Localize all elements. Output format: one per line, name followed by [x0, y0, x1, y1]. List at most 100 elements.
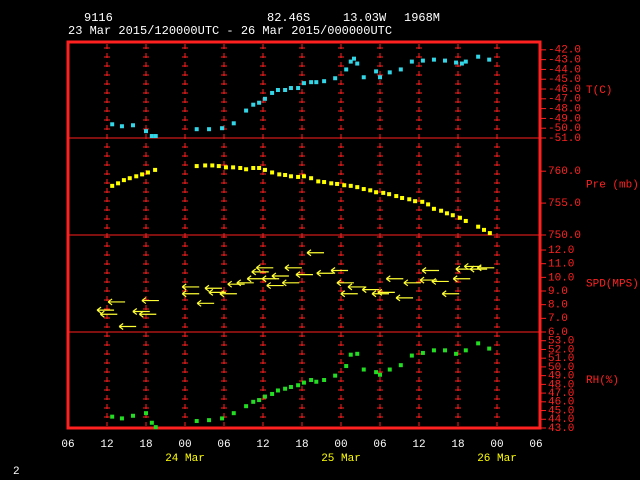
- data-point: [144, 411, 148, 416]
- grid-cross: [182, 47, 188, 418]
- data-point: [368, 188, 373, 193]
- wind-arrow: [261, 275, 280, 283]
- wind-arrow: [306, 249, 324, 257]
- y-tick-label: -48.0: [548, 104, 581, 116]
- wind-arrow: [361, 286, 380, 294]
- wind-arrow: [347, 283, 365, 291]
- data-point: [275, 388, 280, 393]
- data-point: [194, 419, 199, 424]
- y-tick-label: 53.0: [548, 336, 574, 348]
- wind-arrow: [196, 299, 215, 307]
- y-tick-label: 760.0: [548, 166, 581, 178]
- y-tick-label: 46.0: [548, 397, 574, 409]
- data-point: [251, 399, 256, 404]
- data-point: [270, 90, 275, 95]
- grid-cross: [455, 47, 461, 418]
- station-id: 9116: [84, 11, 113, 25]
- wind-arrow: [96, 306, 115, 314]
- data-point: [476, 224, 481, 229]
- data-point: [301, 81, 306, 86]
- data-point: [463, 59, 468, 64]
- wind-arrow: [441, 290, 460, 298]
- data-point: [288, 384, 293, 389]
- data-point: [216, 164, 221, 169]
- data-point: [244, 108, 249, 113]
- data-point: [476, 54, 481, 59]
- data-point: [127, 176, 132, 181]
- data-point: [413, 199, 418, 204]
- data-point: [487, 231, 492, 236]
- data-point: [283, 88, 288, 92]
- data-point: [207, 418, 212, 423]
- y-tick-label: 43.0: [548, 423, 574, 435]
- grid-cross: [338, 47, 344, 418]
- data-point: [110, 122, 115, 127]
- y-label: T(C): [586, 85, 612, 97]
- data-point: [262, 167, 267, 172]
- date-label: 25 Mar: [321, 453, 361, 465]
- data-point: [322, 378, 327, 382]
- data-point: [153, 134, 158, 139]
- wind-arrow: [138, 310, 157, 318]
- wind-arrow: [99, 310, 118, 318]
- data-point: [283, 173, 288, 178]
- data-point: [257, 165, 262, 170]
- wind-arrow: [181, 290, 200, 298]
- data-point: [301, 380, 306, 385]
- data-point: [231, 165, 236, 170]
- wind-arrow: [251, 268, 269, 276]
- x-tick-label: 00: [334, 439, 347, 451]
- data-point: [394, 194, 399, 199]
- data-point: [409, 59, 414, 64]
- data-point: [301, 174, 306, 179]
- x-tick-label: 18: [139, 439, 152, 451]
- wind-arrow: [219, 290, 237, 298]
- data-point: [322, 79, 327, 84]
- y-tick-label: 750.0: [548, 230, 581, 242]
- y-tick-label: -44.0: [548, 64, 581, 76]
- data-point: [361, 367, 366, 372]
- x-tick-label: 06: [217, 439, 230, 451]
- data-point: [431, 206, 436, 211]
- data-point: [348, 59, 353, 64]
- x-tick-label: 00: [490, 439, 503, 451]
- data-point: [420, 58, 425, 63]
- data-point: [443, 348, 447, 353]
- elevation: 1968M: [404, 11, 440, 25]
- data-point: [110, 414, 115, 419]
- data-point: [387, 367, 392, 372]
- data-point: [398, 67, 403, 72]
- wind-arrow: [455, 265, 473, 273]
- data-point: [116, 181, 121, 186]
- y-tick-label: -46.0: [548, 84, 581, 96]
- y-tick-label: 45.0: [548, 405, 574, 417]
- data-point: [257, 398, 262, 403]
- data-point: [348, 352, 353, 357]
- data-point: [420, 350, 425, 355]
- data-point: [476, 341, 481, 346]
- data-point: [314, 379, 319, 384]
- data-point: [309, 378, 314, 382]
- wind-arrow: [340, 290, 358, 298]
- wind-arrow: [181, 283, 200, 291]
- data-point: [257, 100, 262, 105]
- wind-arrow: [255, 264, 274, 272]
- latitude: 82.46S: [267, 11, 310, 25]
- data-point: [431, 348, 436, 353]
- data-point: [149, 134, 154, 139]
- data-point: [309, 80, 314, 85]
- data-point: [314, 80, 319, 85]
- data-point: [463, 218, 468, 223]
- data-point: [131, 123, 135, 128]
- y-label: SPD(MPS): [586, 278, 639, 290]
- data-point: [333, 373, 338, 378]
- data-point: [231, 411, 236, 416]
- y-tick-label: 8.0: [548, 300, 568, 312]
- data-point: [378, 372, 382, 377]
- x-tick-label: 12: [100, 439, 113, 451]
- data-point: [444, 211, 449, 216]
- data-point: [457, 215, 462, 220]
- wind-arrow: [246, 275, 265, 283]
- data-point: [344, 364, 349, 369]
